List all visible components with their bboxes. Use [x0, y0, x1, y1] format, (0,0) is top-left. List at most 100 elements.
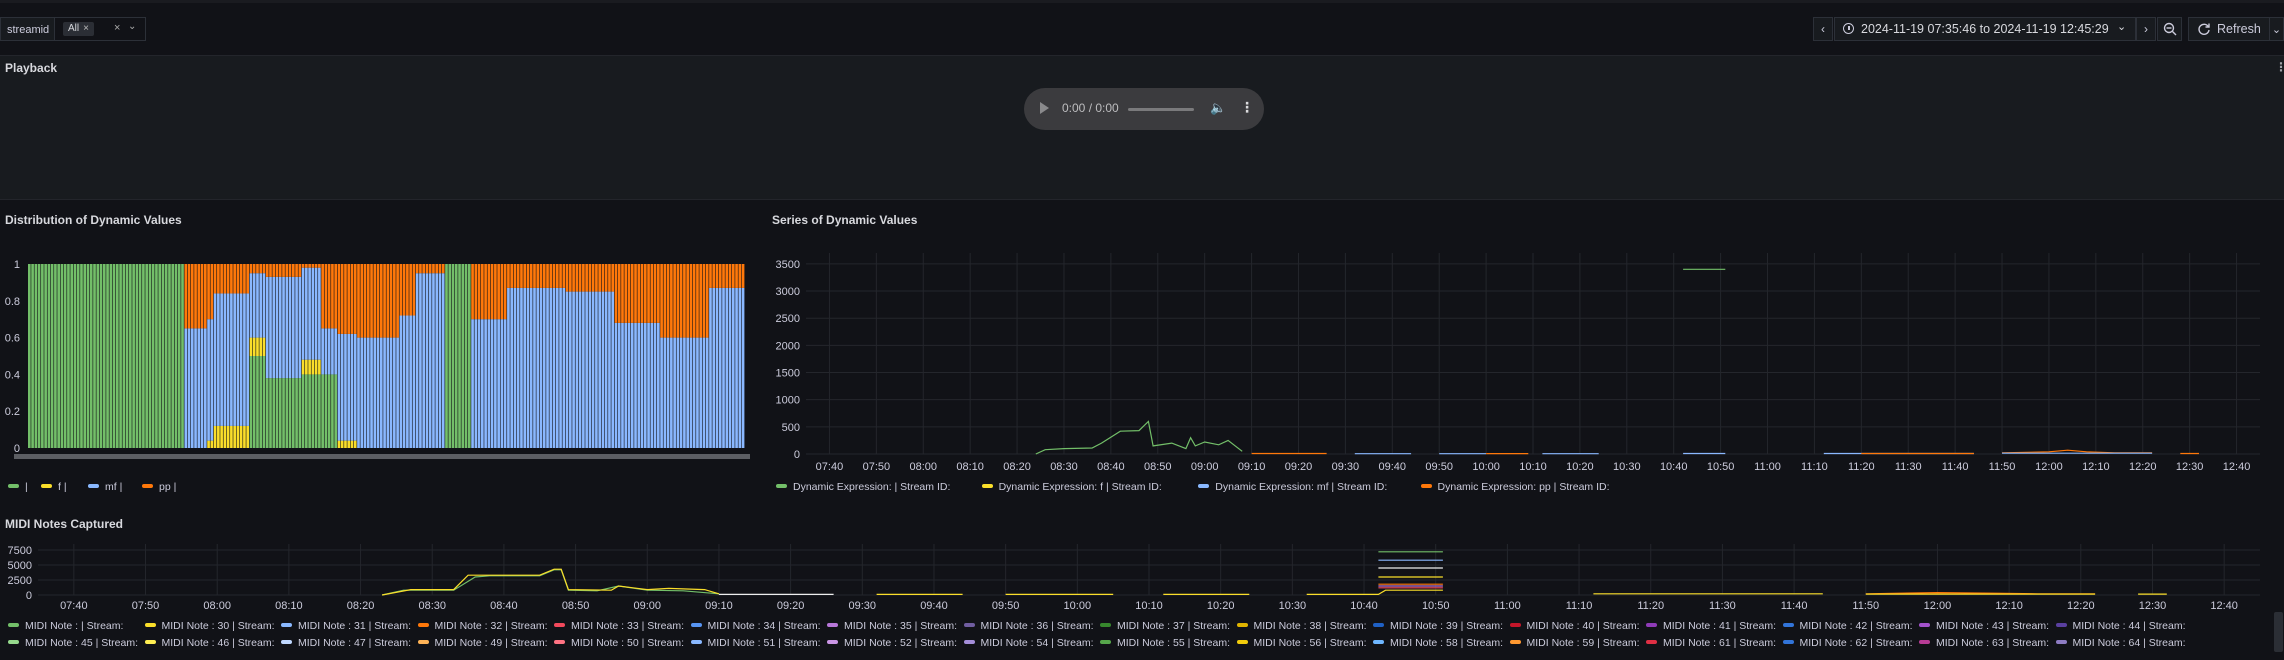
bar-green — [28, 264, 31, 448]
legend-item[interactable]: f | — [41, 481, 67, 493]
legend-item[interactable]: MIDI Note : 45 | Stream: — [8, 637, 138, 649]
audio-time: 0:00 / 0:00 — [1062, 101, 1119, 115]
legend-item[interactable]: Dynamic Expression: mf | Stream ID: — [1198, 481, 1387, 493]
legend-item[interactable]: MIDI Note : 37 | Stream: — [1100, 620, 1230, 632]
bar-orange — [552, 264, 556, 288]
bar-green — [168, 264, 171, 448]
legend-item[interactable]: MIDI Note : 64 | Stream: — [2055, 637, 2186, 649]
legend-item[interactable]: Dynamic Expression: | Stream ID: — [776, 481, 950, 493]
bar-orange — [709, 264, 712, 288]
legend-item[interactable]: mf | — [88, 481, 122, 493]
legend-item[interactable]: MIDI Note : 40 | Stream: — [1509, 620, 1640, 632]
x-tick-label: 10:10 — [1519, 461, 1547, 473]
play-icon[interactable] — [1040, 102, 1049, 114]
legend-item[interactable]: Dynamic Expression: pp | Stream ID: — [1420, 481, 1610, 493]
legend-item[interactable]: Dynamic Expression: f | Stream ID: — [981, 481, 1162, 493]
legend-item[interactable]: MIDI Note : 56 | Stream: — [1236, 637, 1367, 649]
legend-item[interactable]: MIDI Note : 52 | Stream: — [827, 637, 957, 649]
bar-blue — [262, 273, 266, 338]
bar-blue — [487, 319, 491, 448]
legend-item[interactable]: MIDI Note : 32 | Stream: — [417, 620, 548, 632]
bar-blue — [552, 287, 556, 448]
legend-item[interactable]: MIDI Note : 47 | Stream: — [281, 637, 411, 649]
legend-item[interactable]: MIDI Note : 44 | Stream: — [2055, 620, 2186, 632]
time-range-forward-button[interactable]: › — [2136, 17, 2156, 41]
bar-yellow — [314, 359, 318, 375]
bar-green — [148, 264, 152, 448]
bar-orange — [507, 264, 510, 288]
legend-item[interactable]: MIDI Note : 30 | Stream: — [144, 620, 275, 632]
legend-item[interactable]: MIDI Note : 38 | Stream: — [1236, 620, 1367, 632]
bar-yellow — [223, 425, 227, 448]
bar-orange — [562, 264, 566, 288]
streamid-variable-select[interactable]: All × × ⌄ — [54, 17, 146, 41]
time-range-picker[interactable]: 2024-11-19 07:35:46 to 2024-11-19 12:45:… — [1834, 17, 2136, 41]
legend-item[interactable]: MIDI Note : 39 | Stream: — [1373, 620, 1503, 632]
legend-item[interactable]: MIDI Note : 51 | Stream: — [690, 637, 821, 649]
bar-yellow — [217, 425, 220, 448]
bar-green — [34, 264, 38, 448]
x-tick-label: 10:00 — [1472, 461, 1500, 473]
bar-orange — [282, 264, 285, 277]
chevron-down-icon[interactable]: ⌄ — [128, 21, 137, 32]
bar-yellow — [210, 440, 214, 448]
panel-menu-icon[interactable]: ⋮ — [2275, 60, 2284, 74]
bar-blue — [715, 287, 719, 448]
bar-blue — [230, 293, 233, 426]
legend-item[interactable]: MIDI Note : 36 | Stream: — [963, 620, 1094, 632]
legend-item[interactable]: MIDI Note : 62 | Stream: — [1782, 637, 1913, 649]
legend-item[interactable]: MIDI Note : 63 | Stream: — [1919, 637, 2049, 649]
legend-item[interactable]: MIDI Note : 35 | Stream: — [827, 620, 957, 632]
legend-item[interactable]: MIDI Note : 59 | Stream: — [1509, 637, 1640, 649]
variable-chip-all[interactable]: All × — [63, 22, 94, 36]
zoom-out-button[interactable] — [2157, 17, 2182, 41]
volume-icon[interactable]: 🔈 — [1210, 100, 1227, 115]
bar-blue — [588, 291, 592, 448]
bar-orange — [236, 264, 240, 294]
bar-orange — [379, 264, 383, 338]
bar-orange — [692, 264, 696, 338]
bar-orange — [523, 264, 527, 288]
bar-orange — [604, 264, 608, 292]
legend-item[interactable]: MIDI Note : 42 | Stream: — [1782, 620, 1913, 632]
bar-blue — [598, 291, 601, 448]
bar-blue — [630, 322, 634, 448]
legend-item[interactable]: pp | — [142, 481, 176, 493]
audio-progress-slider[interactable] — [1128, 108, 1194, 111]
bar-blue — [337, 333, 341, 441]
bar-yellow — [305, 359, 308, 375]
legend-item[interactable]: MIDI Note : 58 | Stream: — [1373, 637, 1503, 649]
audio-player[interactable]: 0:00 / 0:00 🔈 ⋮ — [1024, 88, 1264, 130]
time-range-back-button[interactable]: ‹ — [1813, 17, 1833, 41]
legend-item[interactable]: MIDI Note : 43 | Stream: — [1919, 620, 2049, 632]
x-tick-label: 10:40 — [1350, 600, 1378, 612]
clear-icon[interactable]: × — [114, 22, 121, 34]
legend-item[interactable]: MIDI Note : 31 | Stream: — [281, 620, 411, 632]
bar-blue — [670, 337, 673, 448]
legend-item[interactable]: MIDI Note : 34 | Stream: — [690, 620, 821, 632]
legend-item[interactable]: | — [8, 481, 28, 493]
bar-orange — [383, 264, 386, 338]
legend-item[interactable]: MIDI Note : | Stream: — [8, 620, 123, 632]
refresh-interval-picker[interactable]: ⌄ — [2270, 17, 2284, 41]
more-options-icon[interactable]: ⋮ — [1240, 99, 1254, 115]
y-tick-label: 3500 — [776, 259, 800, 271]
legend-item[interactable]: MIDI Note : 55 | Stream: — [1100, 637, 1230, 649]
bar-yellow — [259, 337, 263, 356]
legend-item[interactable]: MIDI Note : 41 | Stream: — [1646, 620, 1776, 632]
legend-item[interactable]: MIDI Note : 50 | Stream: — [554, 637, 684, 649]
legend-item[interactable]: MIDI Note : 49 | Stream: — [417, 637, 548, 649]
legend-scrollbar[interactable] — [2274, 612, 2283, 652]
bar-blue — [278, 276, 282, 379]
refresh-button[interactable]: Refresh — [2188, 17, 2270, 41]
legend-item[interactable]: MIDI Note : 54 | Stream: — [963, 637, 1094, 649]
legend-item[interactable]: MIDI Note : 33 | Stream: — [554, 620, 684, 632]
bar-blue — [363, 337, 367, 448]
bar-orange — [715, 264, 719, 288]
legend-item[interactable]: MIDI Note : 46 | Stream: — [144, 637, 275, 649]
chip-remove-icon[interactable]: × — [83, 23, 89, 34]
legend-item[interactable]: MIDI Note : 61 | Stream: — [1646, 637, 1776, 649]
y-tick-label: 0.6 — [5, 333, 20, 345]
bar-green — [86, 264, 90, 448]
bar-green — [308, 374, 311, 448]
